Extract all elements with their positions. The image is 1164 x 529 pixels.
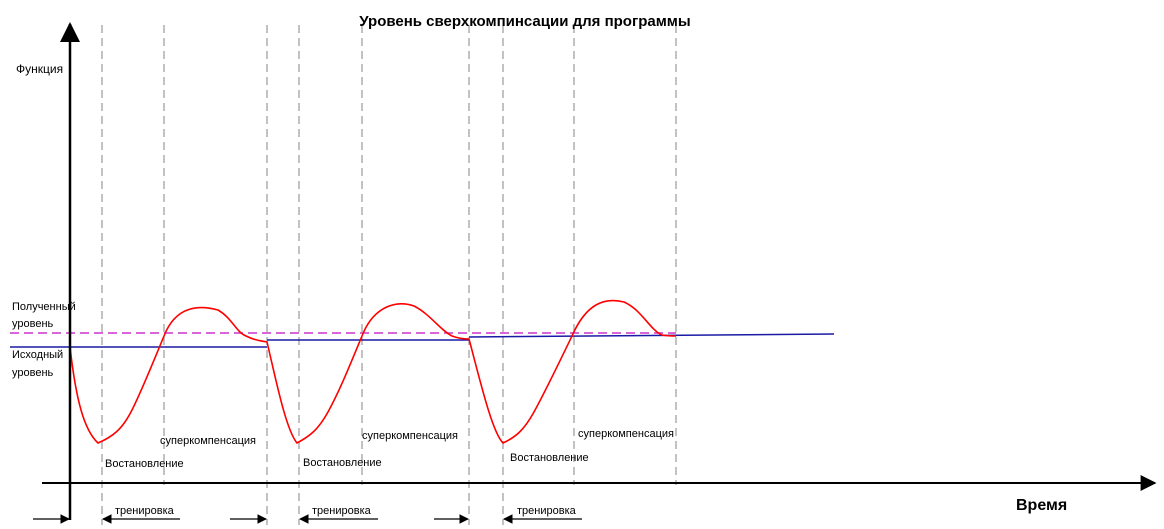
guide-lines [101,25,677,525]
training-label: тренировка [517,505,577,517]
recovery-label: Востановление [510,452,589,464]
training-label: тренировка [312,505,372,517]
y-axis-label: Функция [16,62,63,76]
training-label: тренировка [115,505,175,517]
recovery-label: Востановление [303,457,382,469]
supercompensation-label: суперкомпенсация [362,430,458,442]
baseline-step [468,333,835,338]
supercompensation-label: суперкомпенсация [578,428,674,440]
supercompensation-label: суперкомпенсация [160,435,256,447]
initial-level-label-line1: Исходный [12,349,63,361]
obtained-level-label-line1: Полученный [12,301,76,313]
x-axis-label: Время [1016,497,1067,514]
initial-level-label-line2: уровень [12,367,54,379]
function-curve [69,299,677,445]
baseline-steps [10,333,835,348]
diagram-title: Уровень сверхкомпинсации для программы [359,13,690,30]
obtained-level-label-line2: уровень [12,318,54,330]
recovery-label: Востановление [105,458,184,470]
